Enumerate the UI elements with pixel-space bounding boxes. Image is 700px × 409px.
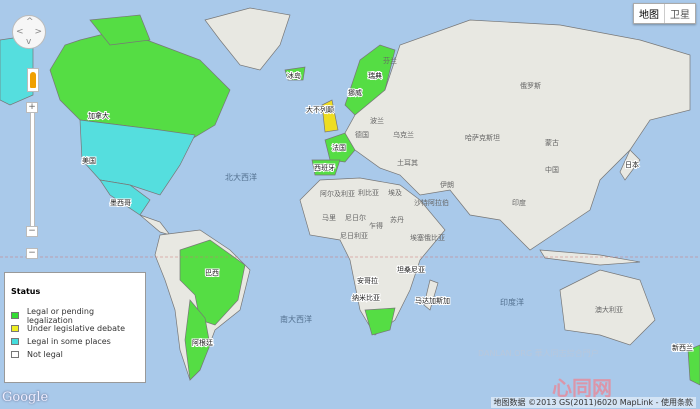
label-sweden: 瑞典 bbox=[368, 71, 382, 80]
label-finland: 芬兰 bbox=[383, 56, 397, 65]
australia[interactable] bbox=[559, 269, 656, 346]
label-mexico: 墨西哥 bbox=[110, 199, 131, 207]
label-france: 法国 bbox=[332, 143, 346, 152]
label-canada: 加拿大 bbox=[88, 111, 109, 120]
legend-item: Legal or pending legalization bbox=[11, 306, 139, 325]
label-egypt: 埃及 bbox=[388, 188, 402, 197]
watermark-site: DANLAN.ORG 華人同志綜合門户 bbox=[478, 349, 599, 358]
zoom-in-button[interactable]: + bbox=[26, 102, 38, 113]
legend-panel: Status Legal or pending legalization Und… bbox=[4, 272, 146, 383]
label-argentina: 阿根廷 bbox=[192, 338, 213, 347]
zoom-slider-track[interactable] bbox=[30, 108, 35, 233]
argentina[interactable] bbox=[184, 299, 211, 381]
uk[interactable] bbox=[321, 99, 339, 133]
new-zealand[interactable] bbox=[687, 344, 700, 386]
label-ukraine: 乌克兰 bbox=[393, 130, 414, 139]
label-iceland: 冰岛 bbox=[287, 71, 301, 80]
iceland[interactable] bbox=[284, 66, 306, 81]
legend-label: Not legal bbox=[27, 350, 63, 359]
label-germany: 德国 bbox=[355, 130, 369, 139]
label-ethiopia: 埃塞俄比亚 bbox=[410, 233, 445, 242]
label-usa: 美国 bbox=[82, 156, 96, 165]
google-logo[interactable]: Google bbox=[2, 390, 49, 405]
label-new-zealand: 新西兰 bbox=[672, 343, 693, 352]
street-view-pegman-icon[interactable] bbox=[27, 68, 39, 92]
label-spain: 西班牙 bbox=[314, 163, 335, 172]
label-india: 印度 bbox=[512, 198, 526, 207]
arctic-islands[interactable] bbox=[89, 14, 151, 46]
label-namibia: 纳米比亚 bbox=[352, 293, 380, 302]
label-tanzania: 坦桑尼亚 bbox=[397, 265, 425, 274]
canada[interactable] bbox=[49, 29, 231, 141]
label-poland: 波兰 bbox=[370, 116, 384, 125]
label-china: 中国 bbox=[545, 165, 559, 174]
label-chad: 乍得 bbox=[369, 221, 383, 230]
label-japan: 日本 bbox=[625, 160, 639, 169]
label-mongolia: 蒙古 bbox=[545, 138, 559, 147]
label-brazil: 巴西 bbox=[205, 269, 219, 277]
legend-item: Under legislative debate bbox=[11, 322, 139, 335]
label-madagascar: 马达加斯加 bbox=[415, 296, 450, 305]
label-australia: 澳大利亚 bbox=[595, 305, 623, 314]
africa[interactable] bbox=[299, 177, 446, 336]
legend-swatch bbox=[11, 325, 19, 332]
indonesia[interactable] bbox=[539, 249, 641, 266]
label-indian-ocean: 印度洋 bbox=[500, 297, 524, 307]
label-sudan: 苏丹 bbox=[390, 215, 404, 224]
spain[interactable] bbox=[311, 159, 341, 176]
label-south-atlantic: 南大西洋 bbox=[280, 314, 312, 324]
pan-left-icon[interactable]: < bbox=[16, 27, 24, 37]
pan-up-icon[interactable]: ^ bbox=[26, 17, 34, 27]
label-niger: 尼日尔 bbox=[345, 213, 366, 222]
legend-label: Legal or pending legalization bbox=[26, 306, 95, 325]
pan-down-icon[interactable]: v bbox=[26, 37, 32, 47]
label-norway: 挪威 bbox=[348, 88, 362, 97]
legend-swatch bbox=[11, 312, 19, 319]
label-kazakhstan: 哈萨克斯坦 bbox=[465, 133, 500, 142]
legend-label: Under legislative debate bbox=[27, 324, 126, 333]
watermark-logo: 心同网 bbox=[552, 376, 612, 400]
legend-item: Legal in some places bbox=[11, 335, 139, 348]
france[interactable] bbox=[324, 132, 356, 163]
map-type-satellite-button[interactable]: 卫星 bbox=[664, 4, 695, 23]
zoom-out-button[interactable]: − bbox=[26, 248, 38, 259]
legend-item: Not legal bbox=[11, 348, 139, 361]
madagascar[interactable] bbox=[423, 279, 439, 311]
map-type-control: 地图 卫星 bbox=[633, 3, 696, 24]
legend-title: Status bbox=[11, 287, 41, 296]
central-america[interactable] bbox=[139, 214, 171, 236]
greenland[interactable] bbox=[204, 7, 291, 71]
label-iran: 伊朗 bbox=[440, 180, 454, 189]
label-nigeria: 尼日利亚 bbox=[340, 231, 368, 240]
pan-control[interactable]: ^ < > v bbox=[12, 15, 46, 49]
pan-right-icon[interactable]: > bbox=[34, 27, 42, 37]
label-north-atlantic: 北大西洋 bbox=[225, 172, 257, 182]
japan[interactable] bbox=[619, 149, 641, 181]
brazil[interactable] bbox=[179, 239, 246, 326]
legend-swatch bbox=[11, 351, 19, 358]
label-uk: 大不列颠 bbox=[306, 105, 334, 114]
map-type-map-button[interactable]: 地图 bbox=[639, 10, 659, 21]
label-saudi: 沙特阿拉伯 bbox=[414, 198, 449, 207]
map-attribution[interactable]: 地图数据 ©2013 GS(2011)6020 MapLink - 使用条款 bbox=[490, 397, 696, 408]
south-africa[interactable] bbox=[364, 307, 396, 336]
legend-swatch bbox=[11, 338, 19, 345]
label-angola: 安哥拉 bbox=[357, 276, 378, 285]
label-algeria: 阿尔及利亚 bbox=[320, 189, 355, 198]
usa[interactable] bbox=[79, 119, 196, 196]
label-turkey: 土耳其 bbox=[397, 158, 418, 167]
label-russia: 俄罗斯 bbox=[520, 81, 541, 90]
zoom-slider-handle[interactable]: − bbox=[26, 226, 38, 237]
label-mali: 马里 bbox=[322, 214, 336, 222]
label-libya: 利比亚 bbox=[358, 188, 379, 197]
legend-label: Legal in some places bbox=[27, 337, 111, 346]
